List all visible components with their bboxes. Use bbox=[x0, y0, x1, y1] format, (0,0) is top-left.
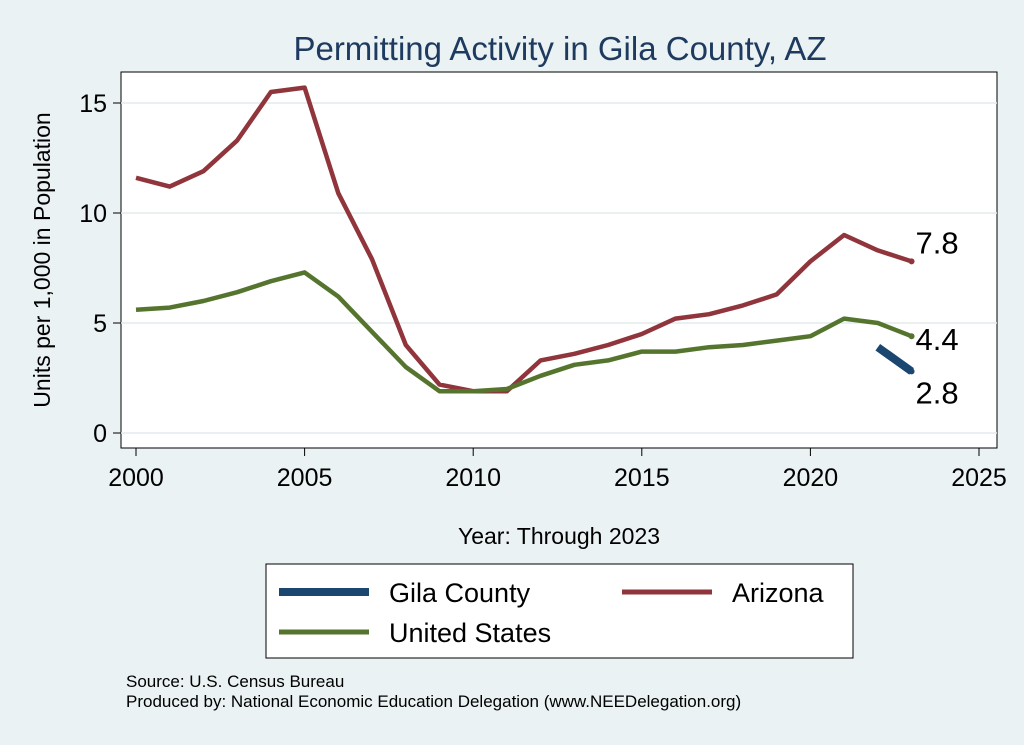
grid-lines bbox=[121, 102, 997, 434]
series-endpoint-arizona bbox=[908, 258, 915, 265]
legend-label-united-states: United States bbox=[389, 618, 551, 648]
end-label-united-states: 4.4 bbox=[916, 322, 959, 357]
y-tick-label-0: 0 bbox=[93, 420, 107, 448]
y-tick-label-10: 10 bbox=[79, 200, 107, 228]
y-tick-label-15: 15 bbox=[79, 90, 107, 118]
series-endpoint-united-states bbox=[908, 333, 915, 340]
x-tick-label-2015: 2015 bbox=[614, 464, 670, 492]
footnote-producer: Produced by: National Economic Education… bbox=[126, 692, 741, 711]
y-axis-title: Units per 1,000 in Population bbox=[29, 112, 55, 407]
axes: 0 5 10 15 2000 2005 2010 2015 2020 2025 bbox=[79, 90, 1007, 492]
end-labels: 2.8 7.8 4.4 bbox=[916, 225, 959, 410]
y-tick-label-5: 5 bbox=[93, 310, 107, 338]
legend-label-gila-county: Gila County bbox=[389, 578, 531, 608]
end-label-gila-county: 2.8 bbox=[916, 375, 959, 410]
x-tick-label-2010: 2010 bbox=[445, 464, 501, 492]
chart-title: Permitting Activity in Gila County, AZ bbox=[293, 30, 826, 67]
footnote-source: Source: U.S. Census Bureau bbox=[126, 672, 344, 691]
series-endpoint-gila-county bbox=[908, 368, 915, 375]
x-tick-label-2000: 2000 bbox=[108, 464, 164, 492]
series-line-gila-county bbox=[875, 343, 914, 375]
series-lines bbox=[135, 85, 915, 394]
x-tick-label-2025: 2025 bbox=[951, 464, 1007, 492]
legend-box bbox=[265, 563, 854, 659]
end-label-arizona: 7.8 bbox=[916, 225, 959, 260]
legend-label-arizona: Arizona bbox=[732, 578, 825, 608]
series-line-united-states bbox=[135, 270, 913, 394]
x-tick-label-2020: 2020 bbox=[783, 464, 839, 492]
series-line-arizona bbox=[135, 85, 913, 394]
x-axis-title: Year: Through 2023 bbox=[458, 523, 660, 549]
plot-area bbox=[120, 71, 998, 449]
x-tick-label-2005: 2005 bbox=[277, 464, 333, 492]
legend: Gila County Arizona United States bbox=[265, 563, 854, 659]
